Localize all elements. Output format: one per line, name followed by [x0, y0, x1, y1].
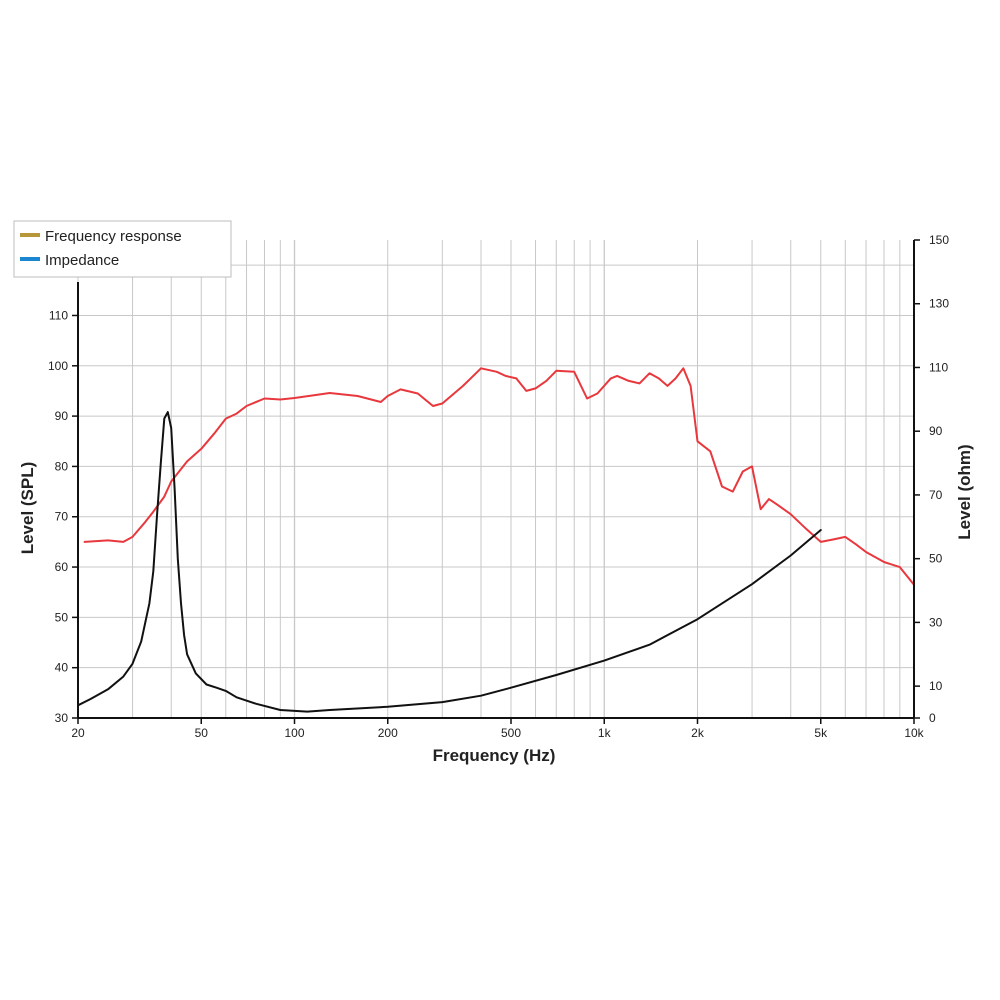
spl-curve	[83, 367, 915, 586]
y-tick-label: 110	[49, 308, 68, 322]
y-tick-label: 30	[55, 711, 69, 725]
legend-box	[13, 220, 232, 278]
x-tick-label: 10k	[904, 726, 924, 740]
x-tick-label: 20	[71, 726, 85, 740]
y2-tick-label: 110	[929, 360, 948, 374]
x-tick-label: 1k	[598, 726, 612, 740]
y2-tick-label: 10	[929, 679, 943, 693]
x-tick-label: 500	[501, 726, 521, 740]
y2-tick-label: 0	[929, 711, 936, 725]
legend: Frequency response Impedance	[13, 220, 232, 278]
x-tick-label: 5k	[814, 726, 828, 740]
y-tick-label: 80	[55, 459, 69, 473]
legend-label-impedance: Impedance	[45, 252, 119, 269]
y-tick-label: 100	[48, 359, 68, 373]
legend-label-frequency-response: Frequency response	[45, 228, 182, 245]
y2-tick-label: 30	[929, 615, 943, 629]
y-tick-label: 60	[55, 560, 69, 574]
x-tick-label: 100	[284, 726, 304, 740]
y-tick-label: 70	[55, 510, 69, 524]
grid	[77, 240, 914, 719]
x-axis-title: Frequency (Hz)	[433, 746, 556, 765]
axes: 3040506070809010011012001030507090110130…	[48, 233, 949, 740]
y-axis-title: Level (SPL)	[18, 462, 37, 555]
y2-tick-label: 50	[929, 552, 943, 566]
x-tick-label: 2k	[691, 726, 705, 740]
y-tick-label: 40	[55, 661, 69, 675]
y2-tick-label: 70	[929, 488, 943, 502]
y2-tick-label: 130	[929, 297, 949, 311]
y2-axis-title: Level (ohm)	[955, 444, 974, 539]
impedance-curve	[77, 411, 822, 713]
plot-series	[77, 367, 915, 713]
x-tick-label: 50	[195, 726, 209, 740]
y-tick-label: 50	[55, 610, 69, 624]
y2-tick-label: 150	[929, 233, 949, 247]
y2-tick-label: 90	[929, 424, 943, 438]
y-tick-label: 90	[55, 409, 69, 423]
x-tick-label: 200	[378, 726, 398, 740]
